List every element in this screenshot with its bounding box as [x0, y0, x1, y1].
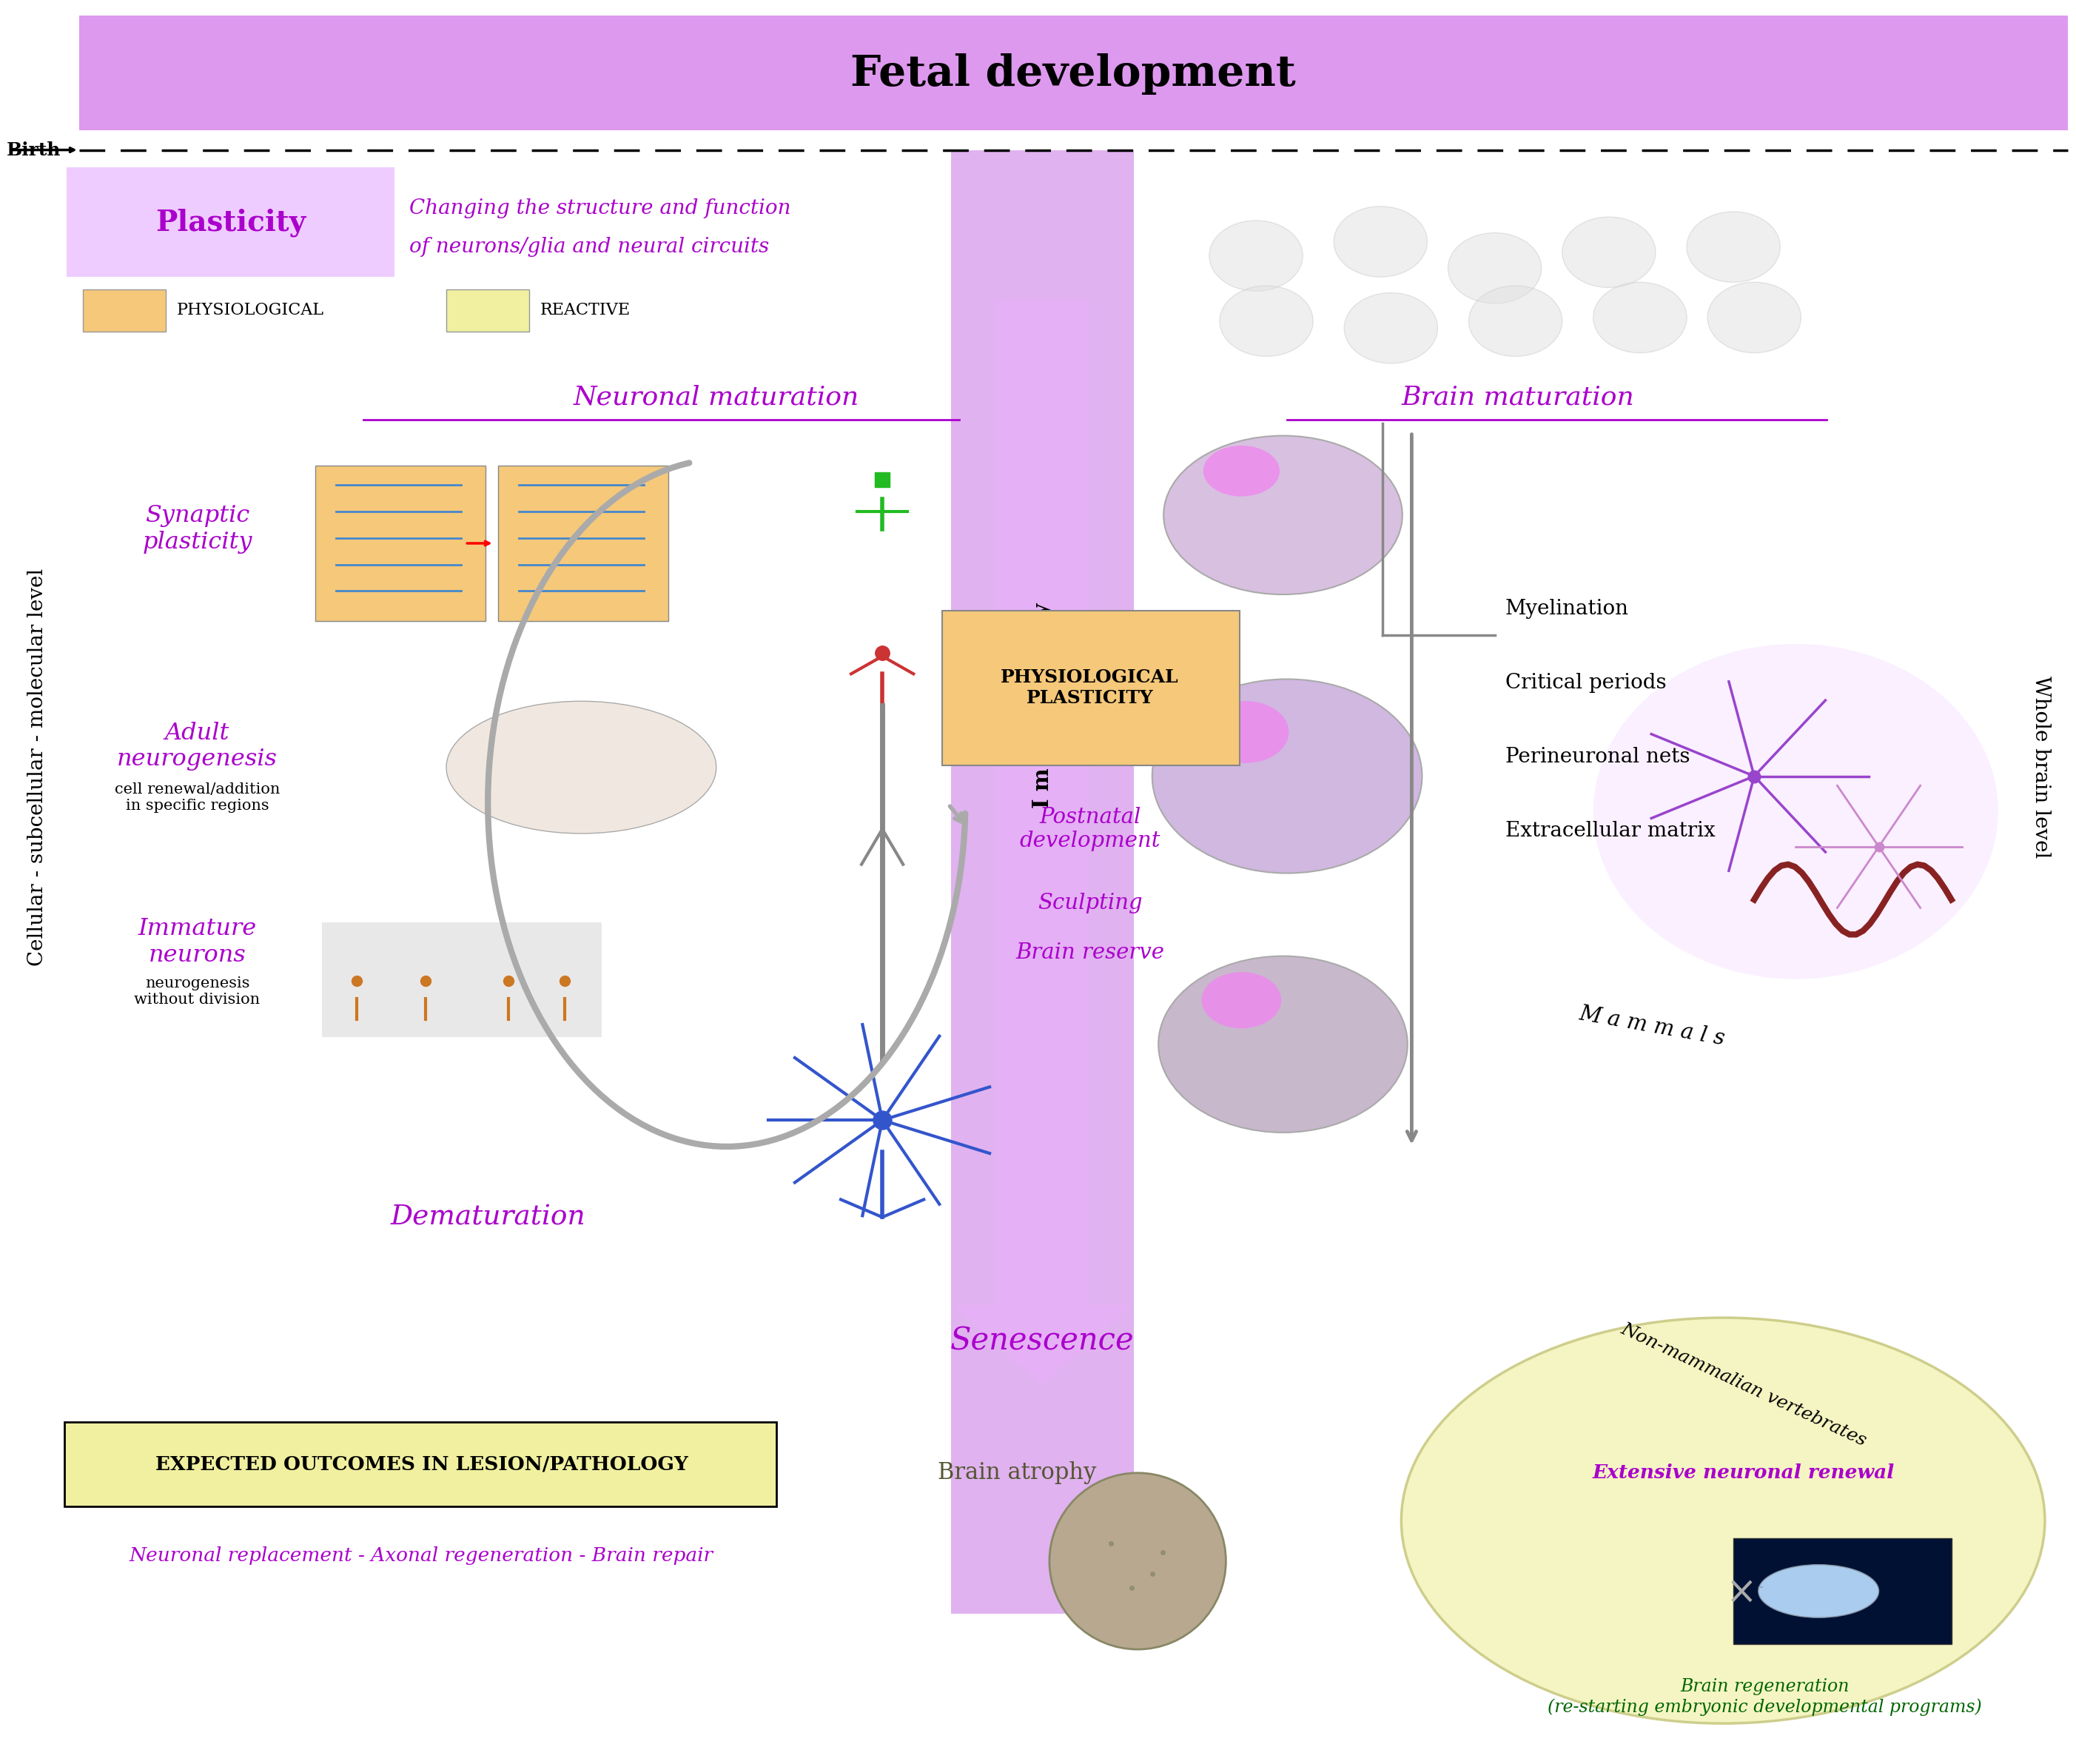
Ellipse shape: [446, 702, 716, 834]
Ellipse shape: [1163, 436, 1403, 594]
Text: Adult
neurogenesis: Adult neurogenesis: [116, 721, 278, 771]
Text: I m m a t u r i t y: I m m a t u r i t y: [1032, 603, 1053, 808]
Ellipse shape: [1706, 282, 1802, 353]
Text: Brain maturation: Brain maturation: [1401, 385, 1634, 409]
FancyBboxPatch shape: [943, 610, 1239, 766]
FancyArrow shape: [955, 300, 1129, 1385]
Text: Brain regeneration
(re-starting embryonic developmental programs): Brain regeneration (re-starting embryoni…: [1547, 1678, 1983, 1716]
Text: Dematuration: Dematuration: [390, 1203, 585, 1231]
Text: M a m m a l s: M a m m a l s: [1578, 1004, 1727, 1050]
Text: Fetal development: Fetal development: [851, 53, 1295, 95]
Text: Myelination: Myelination: [1505, 598, 1630, 619]
Text: Sculpting: Sculpting: [1038, 893, 1142, 914]
Text: PHYSIOLOGICAL: PHYSIOLOGICAL: [176, 302, 324, 319]
Text: ~: ~: [1756, 1584, 1765, 1591]
FancyBboxPatch shape: [951, 150, 1133, 1614]
Ellipse shape: [1333, 206, 1428, 277]
Text: Postnatal
development: Postnatal development: [1019, 806, 1160, 852]
Text: REACTIVE: REACTIVE: [540, 302, 631, 319]
FancyBboxPatch shape: [446, 289, 529, 332]
FancyBboxPatch shape: [79, 16, 2068, 131]
Text: Cellular - subcellular - molecular level: Cellular - subcellular - molecular level: [27, 568, 48, 967]
Text: Immature
neurons: Immature neurons: [137, 917, 257, 967]
Text: Neuronal replacement - Axonal regeneration - Brain repair: Neuronal replacement - Axonal regenerati…: [129, 1547, 714, 1565]
Ellipse shape: [1202, 700, 1289, 764]
Text: Neuronal maturation: Neuronal maturation: [573, 385, 859, 409]
FancyBboxPatch shape: [322, 923, 602, 1037]
Text: Non-mammalian vertebrates: Non-mammalian vertebrates: [1619, 1319, 1868, 1450]
FancyBboxPatch shape: [316, 466, 486, 621]
Ellipse shape: [1561, 217, 1657, 288]
Text: neurogenesis
without division: neurogenesis without division: [135, 975, 260, 1007]
Text: Extensive neuronal renewal: Extensive neuronal renewal: [1592, 1464, 1895, 1482]
Text: EXPECTED OUTCOMES IN LESION/PATHOLOGY: EXPECTED OUTCOMES IN LESION/PATHOLOGY: [156, 1455, 687, 1473]
Text: Birth: Birth: [6, 141, 60, 159]
Text: Brain reserve: Brain reserve: [1015, 942, 1165, 963]
Ellipse shape: [1158, 956, 1408, 1132]
Text: PHYSIOLOGICAL
PLASTICITY: PHYSIOLOGICAL PLASTICITY: [1001, 669, 1179, 707]
Ellipse shape: [1221, 286, 1312, 356]
Text: Senescence: Senescence: [951, 1325, 1133, 1357]
FancyBboxPatch shape: [66, 168, 394, 277]
Ellipse shape: [1594, 282, 1688, 353]
FancyBboxPatch shape: [1733, 1538, 1951, 1644]
Ellipse shape: [1048, 1473, 1225, 1649]
Ellipse shape: [1401, 1318, 2045, 1723]
FancyBboxPatch shape: [64, 1422, 776, 1506]
Text: Plasticity: Plasticity: [156, 208, 305, 236]
Ellipse shape: [1468, 286, 1561, 356]
Text: Critical periods: Critical periods: [1505, 672, 1667, 693]
Ellipse shape: [1204, 446, 1279, 496]
Text: Brain atrophy: Brain atrophy: [938, 1461, 1096, 1485]
Text: Changing the structure and function: Changing the structure and function: [409, 198, 791, 219]
Text: Extracellular matrix: Extracellular matrix: [1505, 820, 1715, 841]
Ellipse shape: [1202, 972, 1281, 1028]
Ellipse shape: [1449, 233, 1540, 303]
FancyBboxPatch shape: [83, 289, 166, 332]
Text: Synaptic
plasticity: Synaptic plasticity: [143, 505, 251, 554]
Ellipse shape: [1345, 293, 1437, 363]
Text: Perineuronal nets: Perineuronal nets: [1505, 746, 1690, 767]
Ellipse shape: [1686, 212, 1779, 282]
Ellipse shape: [1758, 1565, 1879, 1618]
Text: Whole brain level: Whole brain level: [2030, 676, 2051, 859]
Ellipse shape: [1152, 679, 1422, 873]
Ellipse shape: [1592, 644, 1997, 979]
FancyBboxPatch shape: [498, 466, 668, 621]
Ellipse shape: [1208, 220, 1304, 291]
Text: cell renewal/addition
in specific regions: cell renewal/addition in specific region…: [114, 781, 280, 813]
Text: of neurons/glia and neural circuits: of neurons/glia and neural circuits: [409, 236, 768, 258]
